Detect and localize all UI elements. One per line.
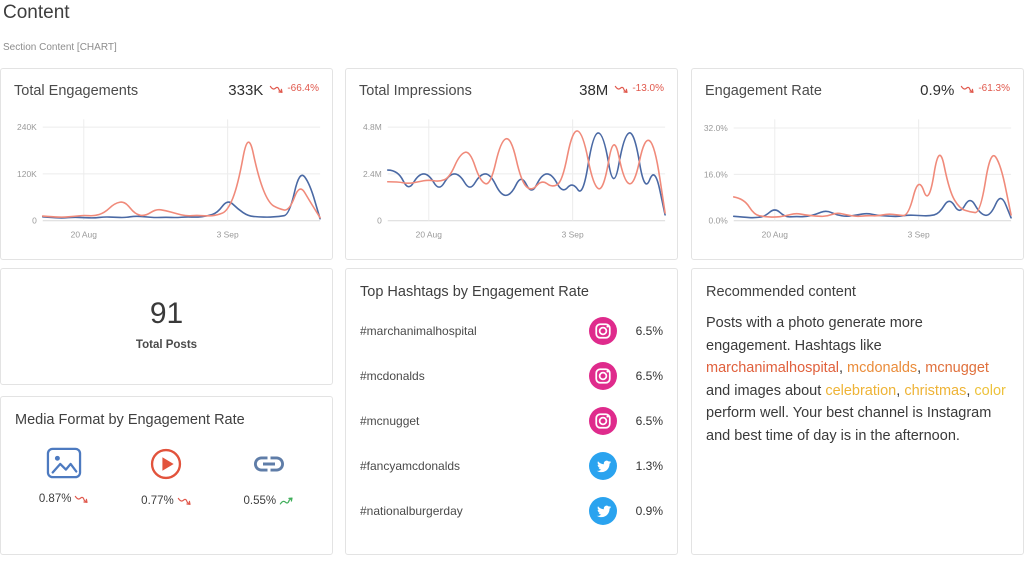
engagement-rate-line-chart[interactable]: 0.0% 16.0% 32.0% 20 Aug 3 Sep — [692, 105, 1023, 245]
metric-change: -61.3% — [960, 82, 1010, 95]
card-title: Top Hashtags by Engagement Rate — [360, 284, 589, 300]
svg-text:3 Sep: 3 Sep — [908, 230, 930, 240]
metric-title: Total Impressions — [359, 83, 472, 99]
hashtag-rate: 6.5% — [635, 323, 663, 338]
svg-text:20 Aug: 20 Aug — [416, 230, 443, 240]
total-posts-label: Total Posts — [135, 339, 198, 351]
svg-text:2.4M: 2.4M — [363, 169, 382, 179]
instagram-icon — [589, 406, 617, 435]
twitter-icon — [589, 451, 617, 480]
photo-rate-value: 0.87% — [38, 492, 72, 505]
svg-text:3 Sep: 3 Sep — [562, 230, 584, 240]
svg-text:120K: 120K — [17, 169, 37, 179]
media-format-video: 0.77% — [121, 446, 211, 509]
hashtag-row: #mcnugget 6.5% — [360, 398, 663, 443]
hashtag-label: #mcdonalds — [360, 368, 425, 383]
engagement-rate-card: Engagement Rate 0.9% -61.3% 0.0% 16.0% 32.… — [691, 68, 1024, 260]
link-icon — [253, 456, 284, 472]
trend-down-icon — [270, 85, 283, 93]
card-header: Total Engagements 333K -66.4% — [1, 69, 332, 99]
twitter-icon — [589, 496, 617, 525]
trend-up-icon — [279, 497, 293, 505]
hashtag-label: #nationalburgerday — [360, 503, 463, 518]
media-format-card: Media Format by Engagement Rate 0.87% 0.… — [0, 396, 333, 555]
section-label: Section Content [CHART] — [3, 42, 117, 53]
svg-text:240K: 240K — [17, 122, 37, 132]
card-title: Recommended content — [706, 284, 856, 300]
hashtag-rate: 1.3% — [635, 458, 663, 473]
svg-text:3 Sep: 3 Sep — [217, 230, 239, 240]
total-engagements-card: Total Engagements 333K -66.4% 0 120K 240K 2… — [0, 68, 333, 260]
trend-down-icon — [961, 85, 974, 93]
metric-change: -13.0% — [614, 82, 664, 95]
video-rate-value: 0.77% — [141, 494, 174, 507]
instagram-icon — [589, 361, 617, 390]
hashtag-row: #fancyamcdonalds 1.3% — [360, 443, 663, 488]
metric-title: Engagement Rate — [705, 83, 822, 99]
svg-text:16.0%: 16.0% — [704, 169, 728, 179]
svg-text:0: 0 — [32, 216, 37, 226]
total-posts-value: 91 — [149, 297, 184, 330]
metric-value: 333K — [228, 82, 264, 99]
svg-text:20 Aug: 20 Aug — [762, 230, 789, 240]
card-header: Engagement Rate 0.9% -61.3% — [692, 69, 1023, 99]
top-hashtags-card: Top Hashtags by Engagement Rate #marchan… — [345, 268, 678, 555]
svg-text:4.8M: 4.8M — [363, 122, 382, 132]
instagram-icon — [589, 316, 617, 345]
hashtag-label: #fancyamcdonalds — [360, 458, 461, 473]
metric-change: -66.4% — [269, 82, 319, 95]
card-title: Media Format by Engagement Rate — [15, 412, 245, 428]
trend-down-icon — [177, 497, 191, 505]
hashtag-row: #mcdonalds 6.5% — [360, 353, 663, 398]
hashtag-rate: 0.9% — [635, 503, 663, 518]
link-rate-value: 0.55% — [243, 494, 277, 507]
svg-text:0: 0 — [377, 216, 382, 226]
page-title: Content — [3, 2, 70, 23]
media-format-photo: 0.87% — [19, 446, 109, 509]
video-icon — [151, 448, 182, 480]
metric-value: 0.9% — [920, 82, 955, 99]
hashtag-label: #mcnugget — [360, 413, 420, 428]
trend-down-icon — [615, 85, 628, 93]
hashtag-rate: 6.5% — [635, 368, 663, 383]
svg-text:20 Aug: 20 Aug — [71, 230, 98, 240]
media-format-link: 0.55% — [224, 446, 314, 509]
metric-title: Total Engagements — [14, 83, 139, 99]
total-impressions-card: Total Impressions 38M -13.0% 0 2.4M 4.8M 20… — [345, 68, 678, 260]
trend-down-icon — [75, 495, 89, 503]
hashtag-label: #marchanimalhospital — [360, 323, 477, 338]
hashtag-row: #marchanimalhospital 6.5% — [360, 308, 663, 353]
hashtag-row: #nationalburgerday 0.9% — [360, 488, 663, 533]
photo-icon — [46, 447, 82, 479]
metric-value: 38M — [579, 82, 609, 99]
recommended-content-card: Recommended content Posts with a photo g… — [691, 268, 1024, 555]
svg-text:32.0%: 32.0% — [704, 123, 728, 133]
hashtag-rate: 6.5% — [635, 413, 663, 428]
svg-text:0.0%: 0.0% — [709, 216, 729, 226]
impressions-line-chart[interactable]: 0 2.4M 4.8M 20 Aug 3 Sep — [346, 105, 677, 245]
recommended-text: Posts with a photo generate more engagem… — [706, 315, 1006, 445]
total-posts-card: 91 Total Posts — [0, 268, 333, 385]
card-header: Total Impressions 38M -13.0% — [346, 69, 677, 99]
engagements-line-chart[interactable]: 0 120K 240K 20 Aug 3 Sep — [1, 105, 332, 245]
